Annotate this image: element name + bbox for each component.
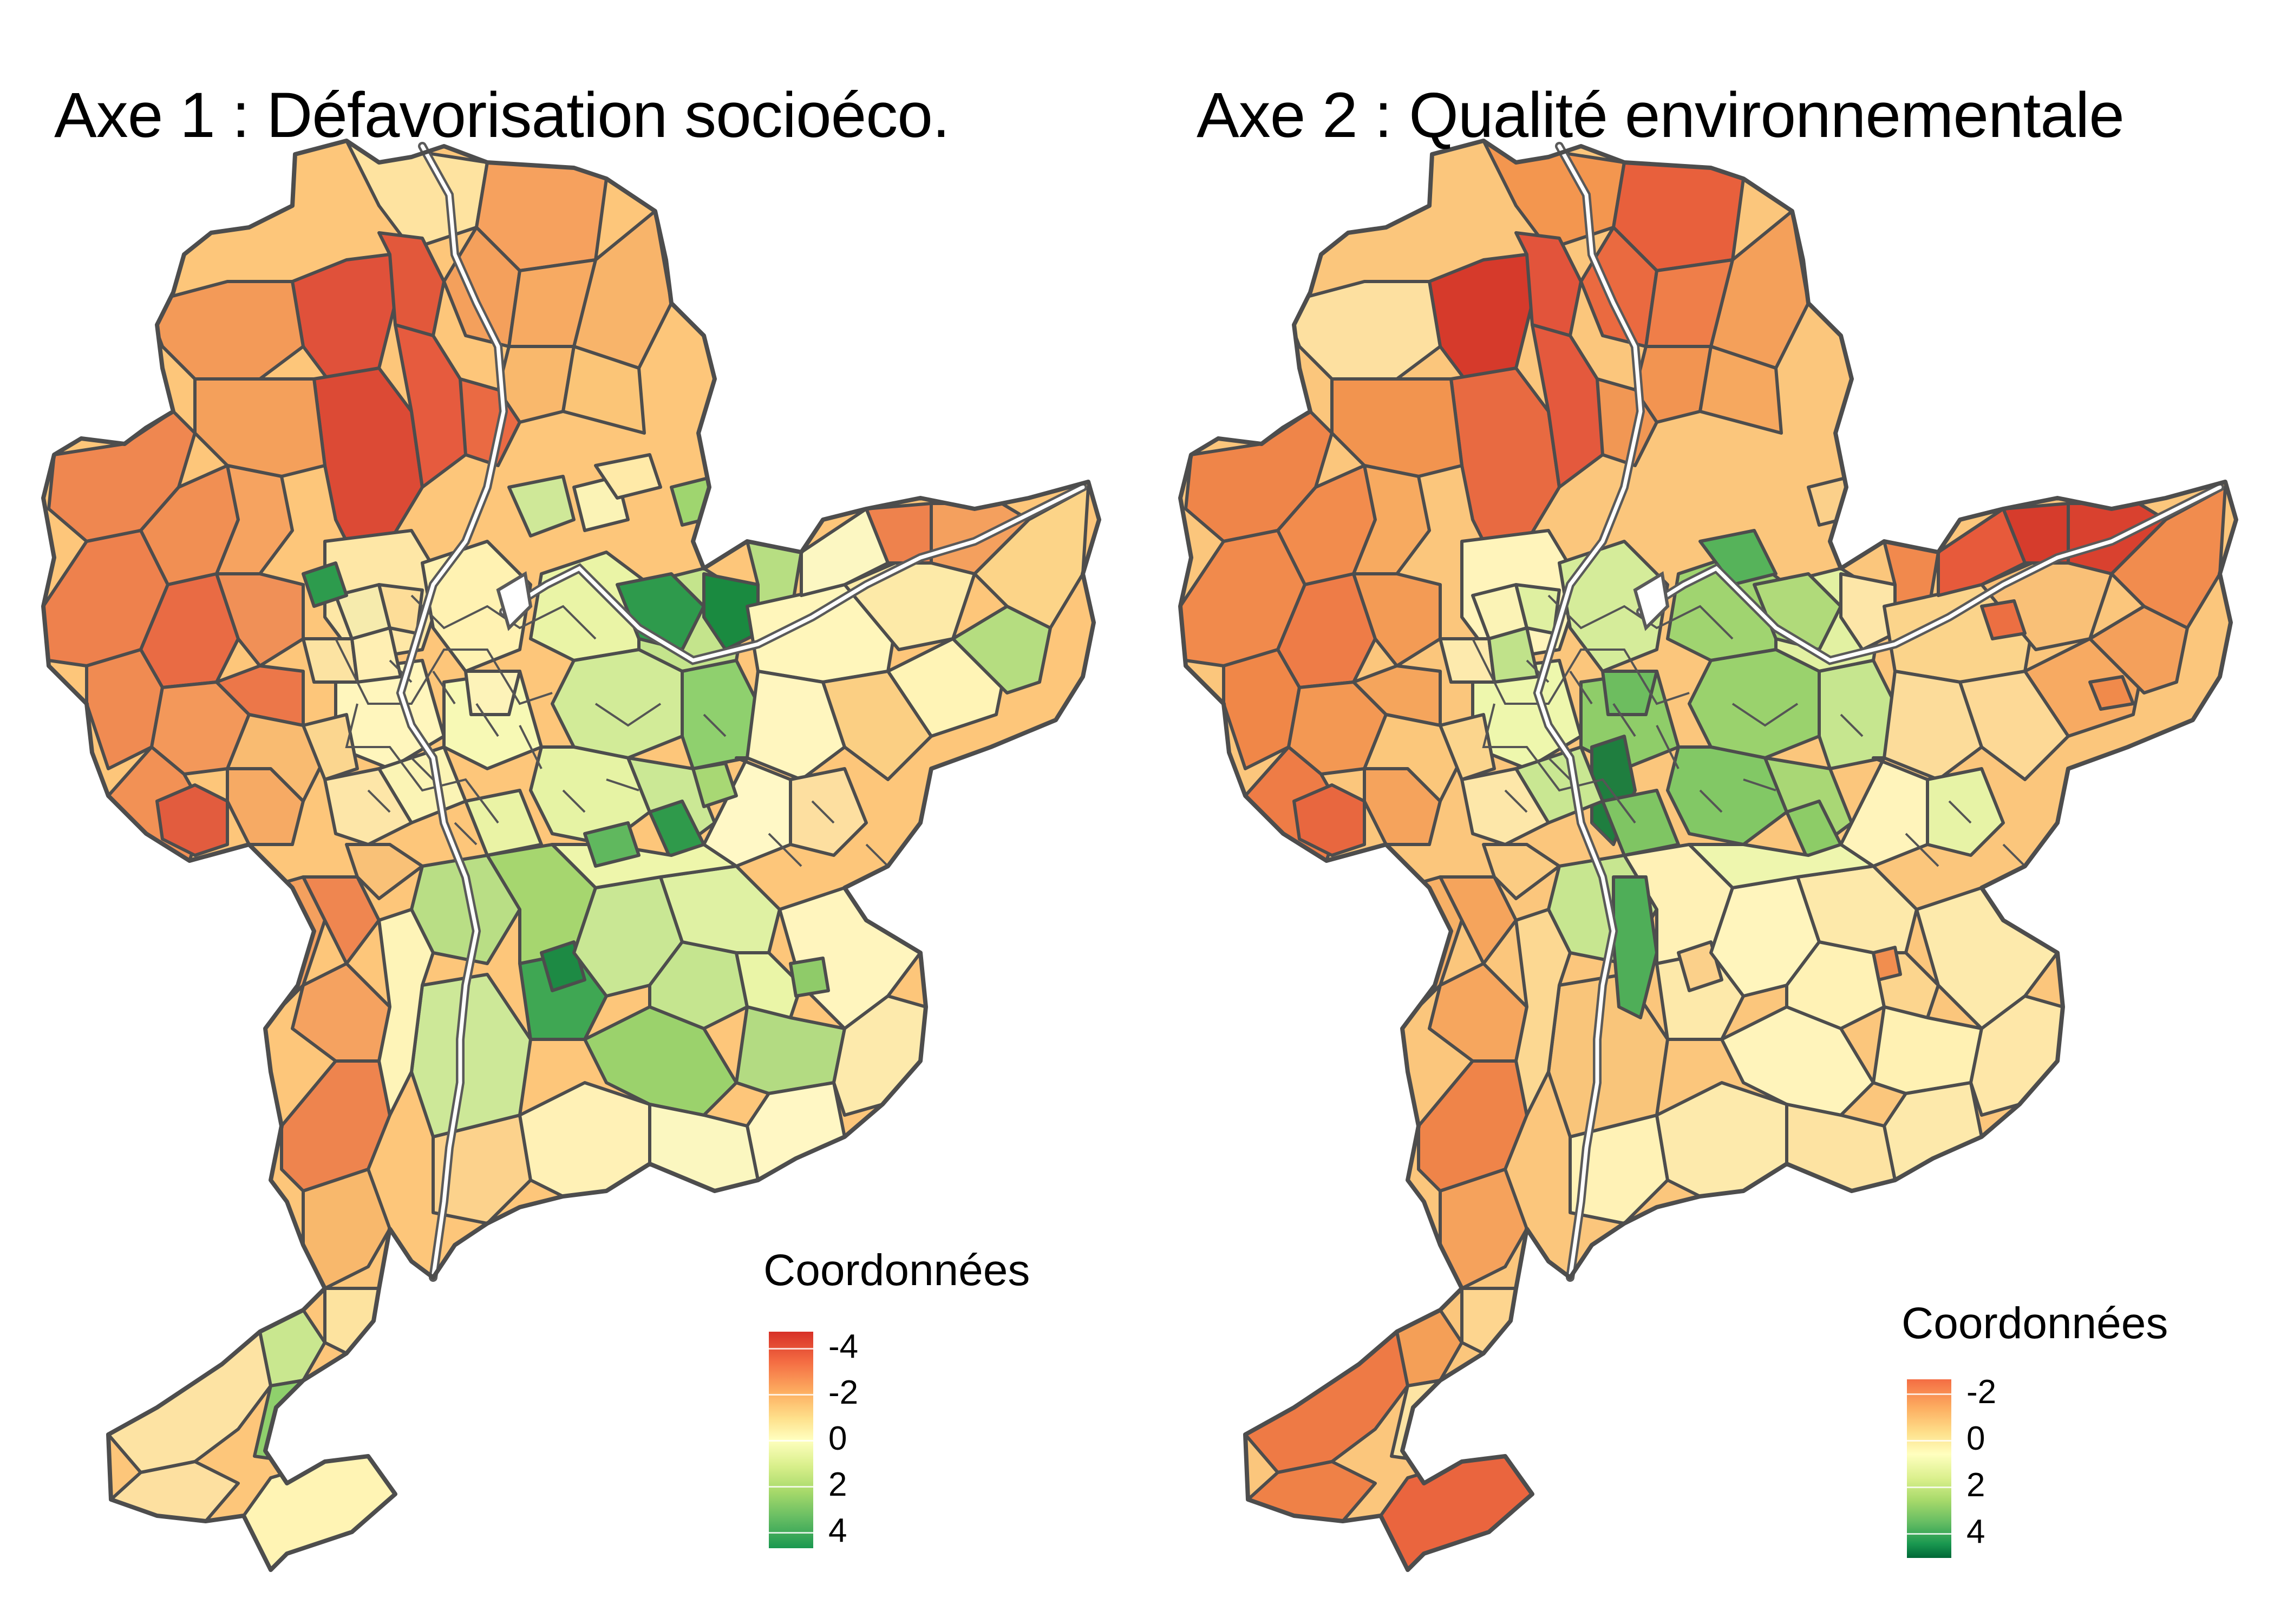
legend-tick-mark: [769, 1348, 813, 1350]
legend-title: Coordonnées: [1901, 1299, 2168, 1348]
legend-title: Coordonnées: [763, 1246, 1030, 1295]
legend-tick-label: 0: [1966, 1420, 1985, 1457]
legend-tick-label: -2: [1966, 1373, 1997, 1411]
legend-tick-mark: [769, 1486, 813, 1488]
legend-tick-mark: [1907, 1440, 1951, 1442]
legend-color-bar: [1907, 1379, 1951, 1558]
map-title: Axe 2 : Qualité environnementale: [1197, 80, 2125, 151]
legend-tick-mark: [769, 1532, 813, 1534]
legend-axe-1: Coordonnées -4 -2 0 2 4: [763, 1245, 1030, 1549]
legend-tick-label: 0: [828, 1420, 847, 1457]
legend-tick-mark: [769, 1394, 813, 1396]
legend-axe-2: Coordonnées -2 0 2 4: [1901, 1298, 2168, 1558]
map-title: Axe 1 : Défavorisation socioéco.: [54, 80, 950, 151]
legend-tick-mark: [1907, 1533, 1951, 1535]
legend-tick-label: -2: [828, 1374, 859, 1411]
legend-tick-label: 4: [828, 1512, 847, 1549]
legend-tick-mark: [1907, 1487, 1951, 1488]
map-panel-axe-1: Axe 1 : Défavorisation socioéco. Coordon…: [41, 80, 1101, 1572]
legend-tick-mark: [769, 1440, 813, 1442]
legend-tick-label: 2: [828, 1466, 847, 1503]
legend-tick-label: 4: [1966, 1513, 1985, 1550]
map-panel-axe-2: Axe 2 : Qualité environnementale Coordon…: [1137, 0, 2274, 1624]
legend-tick-label: 2: [1966, 1466, 1985, 1504]
choropleth-map-axe-1: [41, 139, 1101, 1572]
legend-tick-mark: [1907, 1393, 1951, 1395]
legend-tick-label: -4: [828, 1328, 859, 1365]
choropleth-map-axe-2: [1178, 139, 2238, 1572]
